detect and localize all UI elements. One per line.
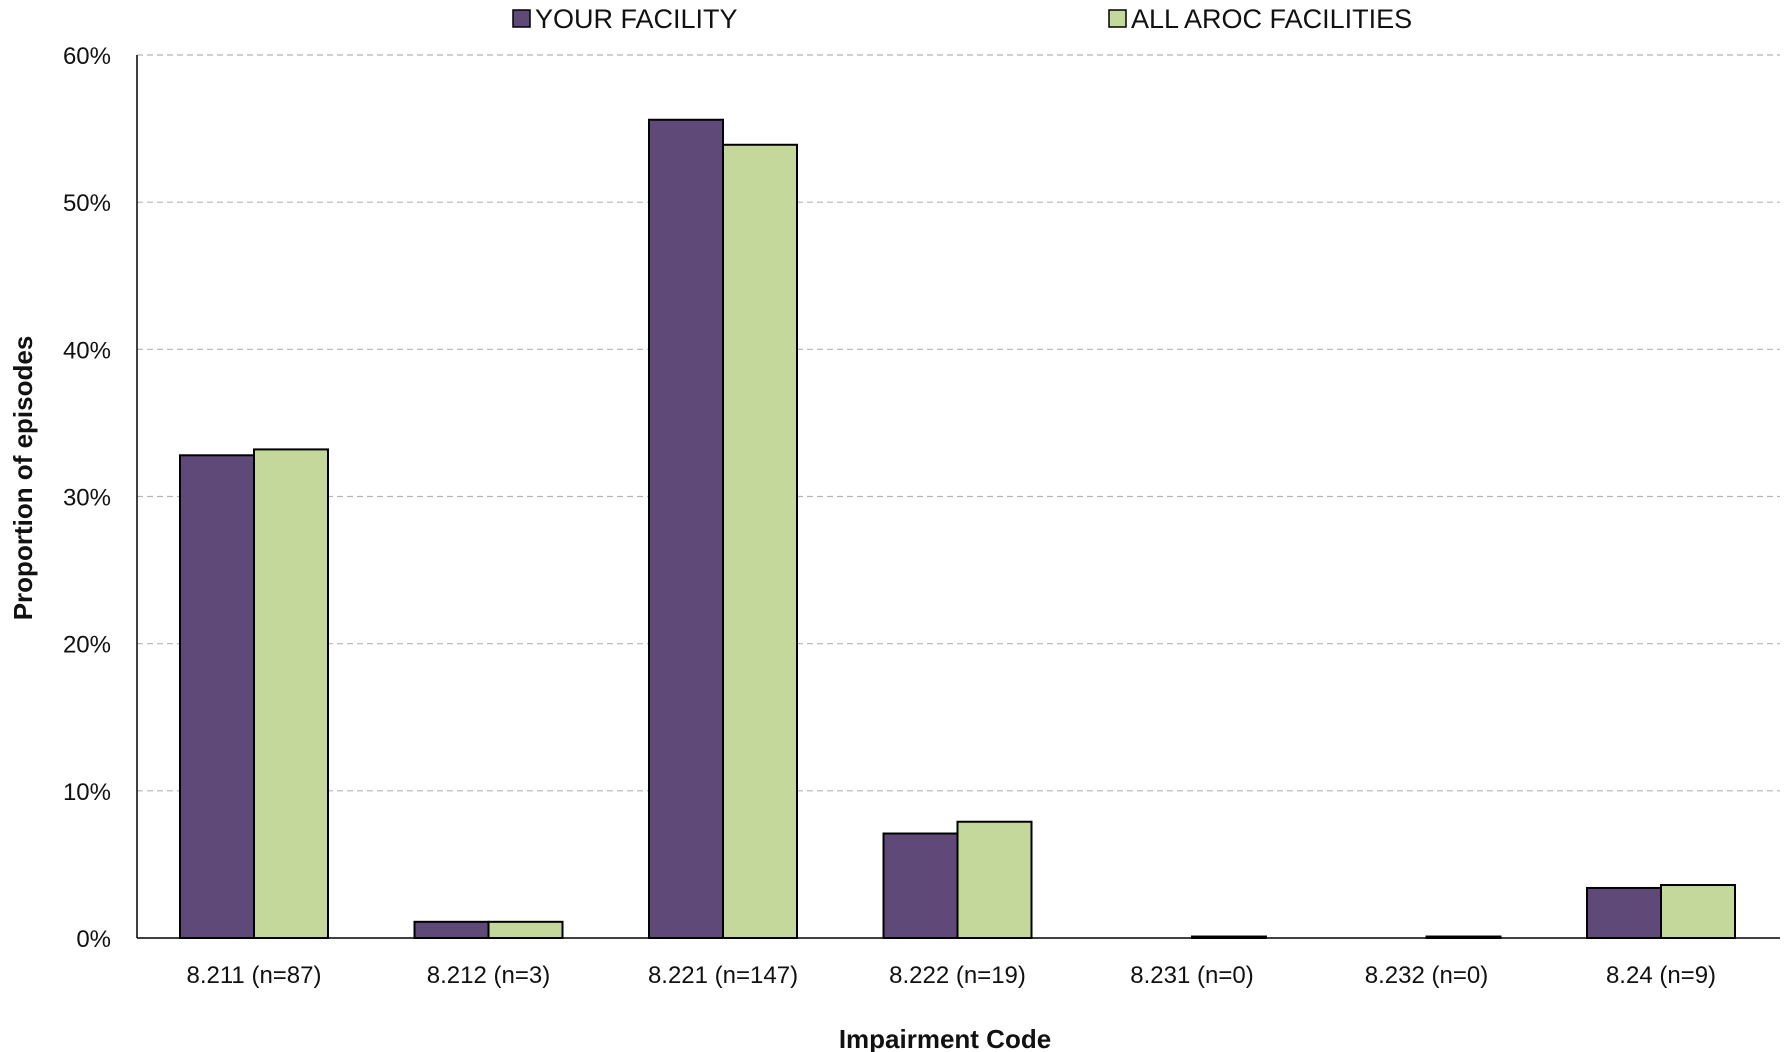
x-tick-label: 8.211 (n=87) <box>187 962 322 989</box>
y-axis-title: Proportion of episodes <box>8 336 38 621</box>
legend-label-your-facility: YOUR FACILITY <box>535 4 738 34</box>
axes <box>136 55 1780 939</box>
legend: YOUR FACILITY ALL AROC FACILITIES <box>512 4 1412 34</box>
bar-all-aroc-0 <box>253 448 329 939</box>
bar-all-aroc-6 <box>1660 884 1736 940</box>
legend-swatch-your-facility <box>512 9 531 28</box>
x-tick-label: 8.232 (n=0) <box>1365 962 1488 989</box>
y-tick-labels: 0% 10% 20% 30% 40% 50% 60% <box>63 43 111 953</box>
grid-lines <box>137 54 1780 792</box>
x-axis-title: Impairment Code <box>839 1024 1051 1052</box>
y-tick-label: 30% <box>63 485 111 512</box>
x-tick-labels: 8.211 (n=87) 8.212 (n=3) 8.221 (n=147) 8.22… <box>187 962 1717 989</box>
y-tick-label: 20% <box>63 632 111 659</box>
y-tick-label: 60% <box>63 43 111 70</box>
bar-your-facility-3 <box>882 832 959 939</box>
bar-all-aroc-2 <box>722 143 798 939</box>
y-tick-label: 40% <box>63 337 111 364</box>
bar-your-facility-1 <box>413 920 490 939</box>
bar-your-facility-2 <box>648 118 724 939</box>
legend-label-all-aroc: ALL AROC FACILITIES <box>1131 4 1412 34</box>
bars <box>179 118 1736 940</box>
y-tick-label: 50% <box>63 190 111 217</box>
y-tick-label: 0% <box>76 926 111 953</box>
y-tick-label: 10% <box>63 779 111 806</box>
x-tick-label: 8.231 (n=0) <box>1130 962 1253 989</box>
x-tick-label: 8.24 (n=9) <box>1606 962 1716 989</box>
bar-all-aroc-3 <box>956 820 1033 940</box>
bar-your-facility-0 <box>179 454 255 939</box>
x-tick-label: 8.212 (n=3) <box>427 962 550 989</box>
x-tick-label: 8.222 (n=19) <box>889 962 1026 989</box>
legend-swatch-all-aroc <box>1108 9 1127 28</box>
x-tick-label: 8.221 (n=147) <box>648 962 798 989</box>
bar-all-aroc-1 <box>487 920 564 939</box>
bar-your-facility-6 <box>1586 886 1662 939</box>
